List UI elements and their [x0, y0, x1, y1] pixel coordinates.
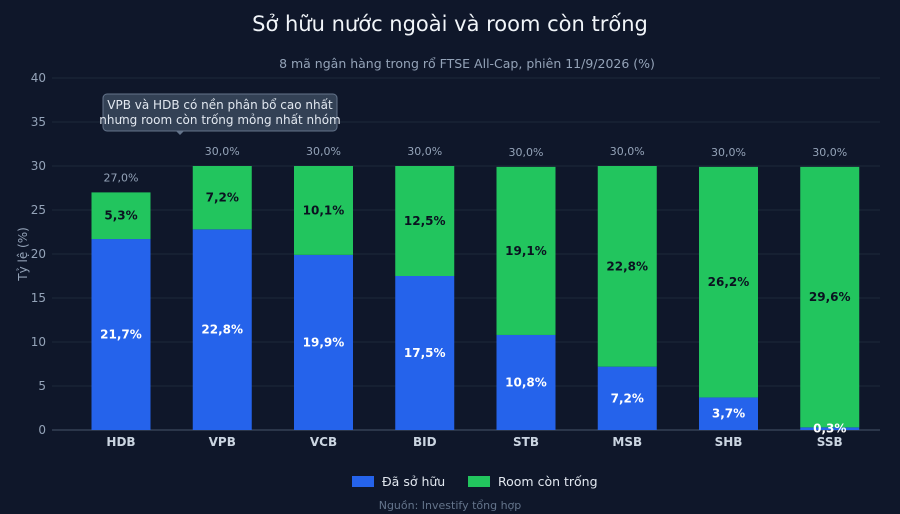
- bar-room-bid: [395, 166, 455, 276]
- y-tick-label: 20: [31, 247, 46, 261]
- annotation-box: [102, 93, 338, 132]
- data-label-room: 10,1%: [303, 203, 345, 217]
- data-label-room: 29,6%: [809, 290, 851, 304]
- x-axis-ticks: HDB VPB VCB BID STB MSB SHB SSB: [106, 435, 842, 449]
- y-tick-label: 5: [38, 379, 46, 393]
- y-tick-label: 40: [31, 71, 46, 85]
- bar-owned-ssb: [800, 427, 860, 430]
- y-tick-label: 30: [31, 159, 46, 173]
- bar-room-shb: [699, 166, 758, 398]
- data-label-owned: 21,7%: [100, 328, 142, 342]
- y-axis-label: Tỷ lệ (%): [16, 227, 30, 282]
- total-label: 30,0%: [509, 146, 544, 159]
- total-label: 30,0%: [407, 145, 442, 158]
- bar-room-vcb: [294, 166, 353, 255]
- y-axis-ticks: 0 5 10 15 20 25 30 35 40: [31, 71, 46, 437]
- data-label-owned: 3,7%: [712, 407, 745, 421]
- y-tick-label: 10: [31, 335, 46, 349]
- grid-lines: [52, 77, 880, 431]
- x-tick-label: MSB: [612, 435, 642, 449]
- x-tick-label: HDB: [106, 435, 135, 449]
- y-tick-label: 35: [31, 115, 46, 129]
- total-label: 30,0%: [711, 146, 746, 159]
- y-tick-label: 0: [38, 423, 46, 437]
- bar-room-msb: [597, 166, 657, 367]
- chart-title: Sở hữu nước ngoài và room còn trống: [252, 12, 648, 36]
- bar-owned-shb: [699, 397, 758, 430]
- legend: Đã sở hữu Room còn trống: [352, 474, 598, 489]
- legend-swatch: [468, 476, 490, 487]
- x-tick-label: SSB: [817, 435, 843, 449]
- data-label-owned: 19,9%: [303, 335, 345, 349]
- data-label-room: 19,1%: [505, 244, 547, 258]
- annotation-line: nhưng room còn trống mỏng nhất nhóm: [99, 113, 340, 127]
- data-label-owned: 22,8%: [201, 323, 243, 337]
- annotation-line: VPB và HDB có nền phân bổ cao nhất: [107, 98, 333, 112]
- data-label-room: 22,8%: [606, 259, 648, 273]
- source-note: Nguồn: Investify tổng hợp: [379, 499, 522, 512]
- bar-room-ssb: [800, 166, 860, 428]
- bar-owned-msb: [597, 366, 657, 430]
- bar-owned-stb: [496, 334, 556, 430]
- legend-swatch: [352, 476, 374, 487]
- bar-room-stb: [496, 166, 556, 335]
- bar-room-hdb: [91, 192, 151, 240]
- data-label-room: 7,2%: [206, 191, 239, 205]
- y-tick-label: 25: [31, 203, 46, 217]
- bar-owned-vpb: [192, 229, 252, 430]
- data-label-room: 5,3%: [104, 209, 137, 223]
- bar-owned-vcb: [294, 254, 353, 430]
- data-label-owned: 17,5%: [404, 346, 446, 360]
- legend-label: Room còn trống: [498, 474, 598, 489]
- data-label-owned: 0,3%: [813, 422, 846, 436]
- x-tick-label: SHB: [715, 435, 743, 449]
- data-label-room: 12,5%: [404, 214, 446, 228]
- x-tick-label: VCB: [310, 435, 337, 449]
- bar-owned-hdb: [91, 239, 151, 430]
- y-tick-label: 15: [31, 291, 46, 305]
- legend-label: Đã sở hữu: [382, 474, 445, 489]
- chart-subtitle: 8 mã ngân hàng trong rổ FTSE All-Cap, ph…: [279, 56, 655, 71]
- total-label: 27,0%: [104, 171, 139, 184]
- total-label: 30,0%: [812, 146, 847, 159]
- total-label: 30,0%: [306, 145, 341, 158]
- x-tick-label: STB: [513, 435, 539, 449]
- data-label-owned: 7,2%: [611, 391, 644, 405]
- bar-room-vpb: [192, 166, 252, 230]
- data-label-room: 26,2%: [708, 275, 750, 289]
- data-label-owned: 10,8%: [505, 375, 547, 389]
- x-tick-label: BID: [413, 435, 437, 449]
- total-label: 30,0%: [205, 145, 240, 158]
- bars: 21,7% 5,3% 27,0% 22,8% 7,2% 30,0% 19,9% 10,1% 30…: [91, 145, 860, 436]
- annotation: VPB và HDB có nền phân bổ cao nhấtnhưng …: [99, 93, 341, 135]
- total-label: 30,0%: [610, 145, 645, 158]
- x-tick-label: VPB: [209, 435, 236, 449]
- annotation-pointer: [176, 131, 184, 135]
- bar-owned-bid: [395, 276, 455, 430]
